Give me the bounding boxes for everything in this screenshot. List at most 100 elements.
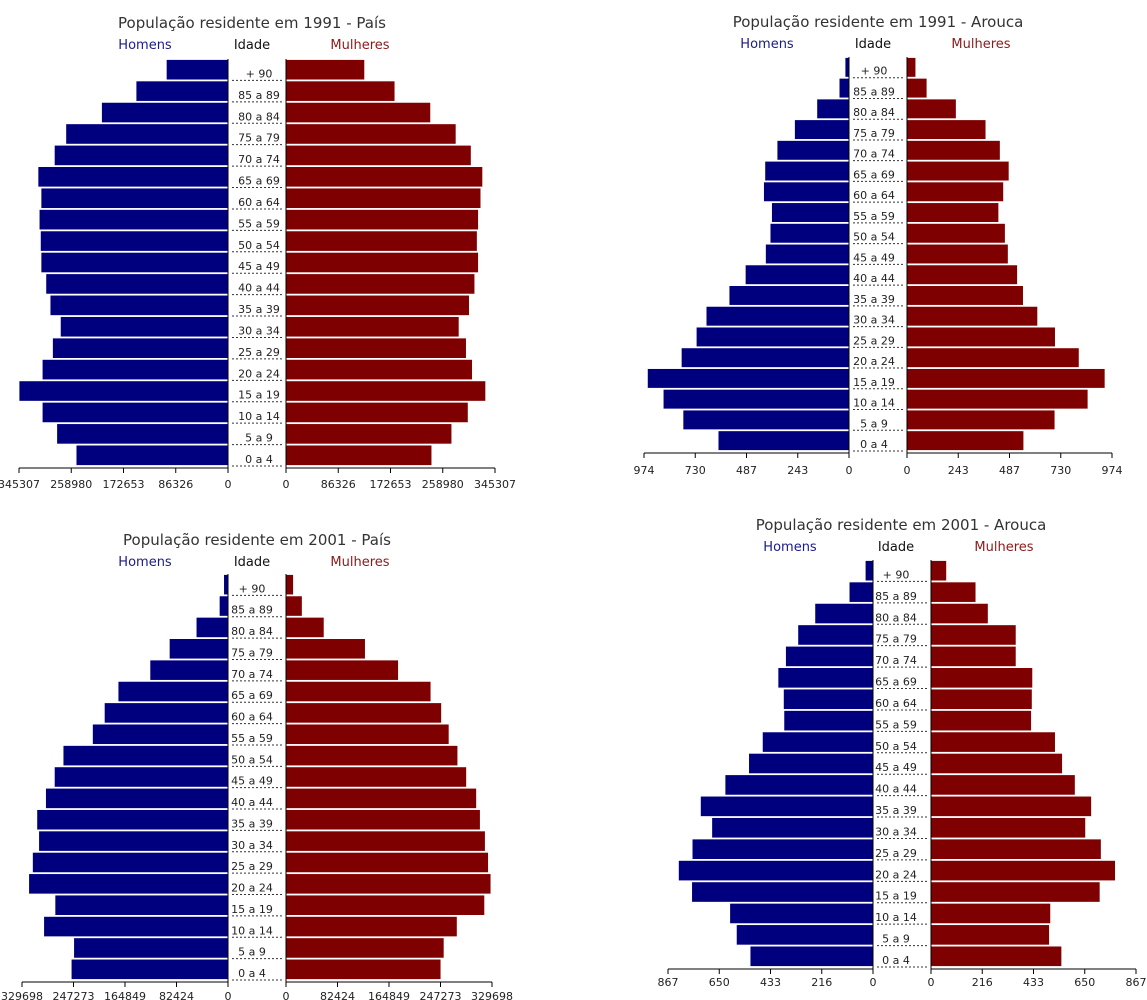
age-label: + 90 <box>246 67 273 80</box>
women-bar <box>906 409 1056 431</box>
age-label: 0 a 4 <box>882 954 910 967</box>
women-bar <box>285 702 442 724</box>
men-bar <box>763 181 850 203</box>
women-tick-label: 730 <box>1050 464 1071 477</box>
women-bar <box>285 680 432 703</box>
age-label: 65 a 69 <box>238 175 280 188</box>
age-label: 85 a 89 <box>231 604 273 617</box>
women-bar <box>930 774 1076 796</box>
men-bar <box>695 326 850 348</box>
women-tick-label: 867 <box>1126 976 1147 989</box>
women-tick-label: 82424 <box>320 990 355 1000</box>
age-label: 10 a 14 <box>875 911 917 924</box>
women-bar <box>930 817 1087 839</box>
men-bar <box>777 667 874 689</box>
women-bar <box>906 57 917 78</box>
women-bar <box>285 894 486 916</box>
age-label: 20 a 24 <box>853 355 895 368</box>
age-label: 60 a 64 <box>231 711 273 724</box>
women-bar <box>906 326 1056 348</box>
women-header: Mulheres <box>330 38 389 53</box>
age-label: 5 a 9 <box>245 432 273 445</box>
women-bar <box>285 723 450 745</box>
men-tick-label: 86326 <box>158 478 193 491</box>
men-bar <box>735 924 874 946</box>
women-bar <box>906 119 987 140</box>
men-bar <box>39 230 229 252</box>
men-tick-label: 172653 <box>103 478 145 491</box>
women-bar <box>285 809 481 831</box>
age-label: 70 a 74 <box>238 153 280 166</box>
men-tick-label: 164849 <box>104 990 146 1000</box>
men-bar <box>38 209 229 231</box>
age-label: 40 a 44 <box>231 796 273 809</box>
age-label: 30 a 34 <box>231 839 273 852</box>
age-label: 5 a 9 <box>860 417 888 430</box>
men-bar <box>41 358 229 381</box>
women-bar <box>906 181 1005 203</box>
men-tick-label: 247273 <box>53 990 95 1000</box>
men-bar <box>838 77 850 99</box>
women-bar <box>906 430 1025 451</box>
men-bar <box>70 958 229 980</box>
women-bar <box>906 202 1000 223</box>
women-bar <box>285 745 459 767</box>
age-header: Idade <box>878 540 914 555</box>
women-bar <box>285 873 492 895</box>
men-header: Homens <box>118 555 172 570</box>
men-bar <box>864 560 874 582</box>
women-bar <box>285 80 396 102</box>
age-label: 45 a 49 <box>853 251 895 264</box>
women-bar <box>906 243 1009 265</box>
age-label: 45 a 49 <box>875 761 917 774</box>
women-tick-label: 487 <box>999 464 1020 477</box>
age-label: 85 a 89 <box>853 85 895 98</box>
age-label: 10 a 14 <box>853 397 895 410</box>
age-label: 80 a 84 <box>231 625 273 638</box>
chart-title: População residente em 2001 - País <box>123 531 391 549</box>
age-label: 55 a 59 <box>875 718 917 731</box>
women-tick-label: 172653 <box>370 478 412 491</box>
age-label: 35 a 39 <box>238 303 280 316</box>
women-bar <box>930 667 1034 689</box>
age-label: 25 a 29 <box>231 860 273 873</box>
women-tick-label: 258980 <box>422 478 464 491</box>
men-bar <box>678 859 874 882</box>
men-tick-label: 0 <box>225 478 232 491</box>
men-bar <box>92 723 229 745</box>
women-tick-label: 164849 <box>368 990 410 1000</box>
women-bar <box>285 915 458 938</box>
women-bar <box>285 595 303 617</box>
age-label: 20 a 24 <box>231 882 273 895</box>
men-tick-label: 974 <box>634 464 655 477</box>
age-label: 75 a 79 <box>238 132 280 145</box>
women-bar <box>906 160 1010 182</box>
men-bar <box>45 787 229 809</box>
age-label: 5 a 9 <box>882 933 910 946</box>
age-label: 40 a 44 <box>238 282 280 295</box>
women-bar <box>930 838 1102 860</box>
chart-title: População residente em 1991 - Arouca <box>733 13 1024 31</box>
women-bar <box>930 581 977 603</box>
men-tick-label: 345307 <box>0 478 40 491</box>
men-bar <box>101 101 229 124</box>
age-label: 15 a 19 <box>238 389 280 402</box>
women-bar <box>930 881 1101 903</box>
age-label: 0 a 4 <box>245 453 273 466</box>
men-bar <box>680 347 850 368</box>
women-bar <box>285 659 399 681</box>
men-bar <box>62 745 229 767</box>
age-label: 65 a 69 <box>875 676 917 689</box>
men-bar <box>662 388 850 410</box>
age-label: 0 a 4 <box>238 967 266 980</box>
men-bar <box>117 680 229 703</box>
age-label: 80 a 84 <box>875 611 917 624</box>
men-bar <box>59 316 229 338</box>
women-tick-label: 243 <box>948 464 969 477</box>
women-bar <box>930 560 948 582</box>
men-bar <box>705 305 850 327</box>
men-bar <box>195 616 229 639</box>
men-bar <box>782 688 874 710</box>
women-bar <box>285 423 453 445</box>
age-label: 85 a 89 <box>875 590 917 603</box>
